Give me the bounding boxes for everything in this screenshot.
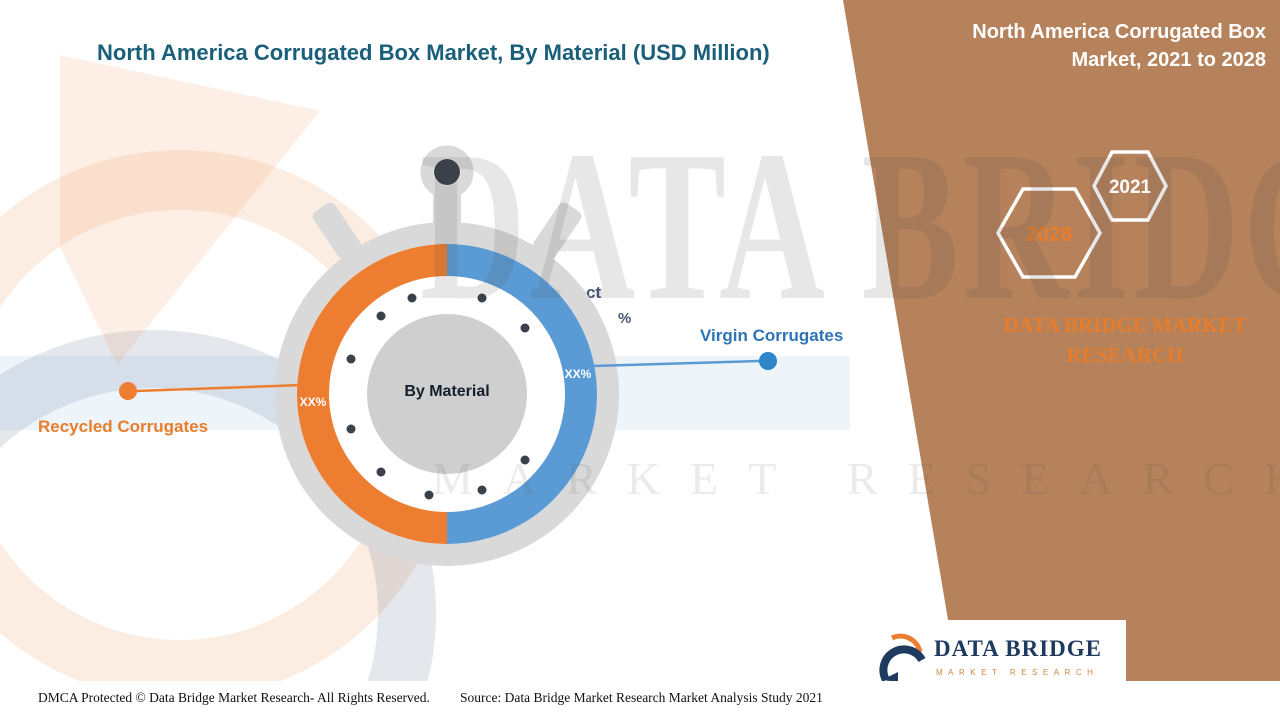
side-panel-title: North America Corrugated Box Market, 202… xyxy=(972,21,1266,71)
panel-brand-text: DATA BRIDGE MARKET RESEARCH xyxy=(1000,310,1250,371)
segment-recycled-corrugates xyxy=(297,244,447,544)
brand-logo-card: DATA BRIDGE MARKET RESEARCH xyxy=(858,620,1126,692)
obscured-text-fragment: ct xyxy=(586,283,602,302)
recycled-value-label: XX% xyxy=(300,395,327,409)
segment-virgin-corrugates xyxy=(447,244,597,544)
hexagon-2021-label: 2021 xyxy=(1109,177,1152,198)
recycled-leader-line xyxy=(135,383,303,393)
hexagon-2028-label: 2028 xyxy=(1026,223,1073,246)
stopwatch-right-lug xyxy=(533,202,582,259)
stopwatch-crown-ring xyxy=(420,145,474,199)
virgin-leader-line xyxy=(591,359,761,368)
dmca-notice: DMCA Protected © Data Bridge Market Rese… xyxy=(38,690,430,705)
page-title: North America Corrugated Box Market, By … xyxy=(97,40,770,65)
logo-wordmark: DATA BRIDGE xyxy=(934,636,1102,661)
data-bridge-logo-icon xyxy=(879,633,926,682)
stopwatch-left-lug xyxy=(312,202,361,259)
obscured-text-fragment: % xyxy=(618,310,632,327)
source-note: Source: Data Bridge Market Research Mark… xyxy=(460,690,823,705)
stopwatch-bezel xyxy=(275,222,619,566)
virgin-leader-dot xyxy=(759,352,777,370)
panel-brand-line2: RESEARCH xyxy=(1066,343,1184,368)
stopwatch-crown-center xyxy=(434,159,460,185)
logo-subtitle: MARKET RESEARCH xyxy=(936,668,1099,677)
hexagon-2028 xyxy=(995,187,1103,279)
legend-recycled-corrugates: Recycled Corrugates xyxy=(38,417,209,436)
virgin-value-label: XX% xyxy=(565,367,592,381)
year-hexagons: 2028 2021 xyxy=(995,150,1168,279)
center-disc xyxy=(367,314,527,474)
footer-bar: DMCA Protected © Data Bridge Market Rese… xyxy=(0,681,1280,720)
tick-dots xyxy=(346,293,530,500)
legend-virgin-corrugates: Virgin Corrugates xyxy=(700,326,844,345)
recycled-leader-dot xyxy=(119,382,137,400)
chart-center-label: By Material xyxy=(404,383,490,400)
hexagon-2021 xyxy=(1092,150,1168,222)
panel-brand-line1: DATA BRIDGE MARKET xyxy=(1003,313,1247,337)
